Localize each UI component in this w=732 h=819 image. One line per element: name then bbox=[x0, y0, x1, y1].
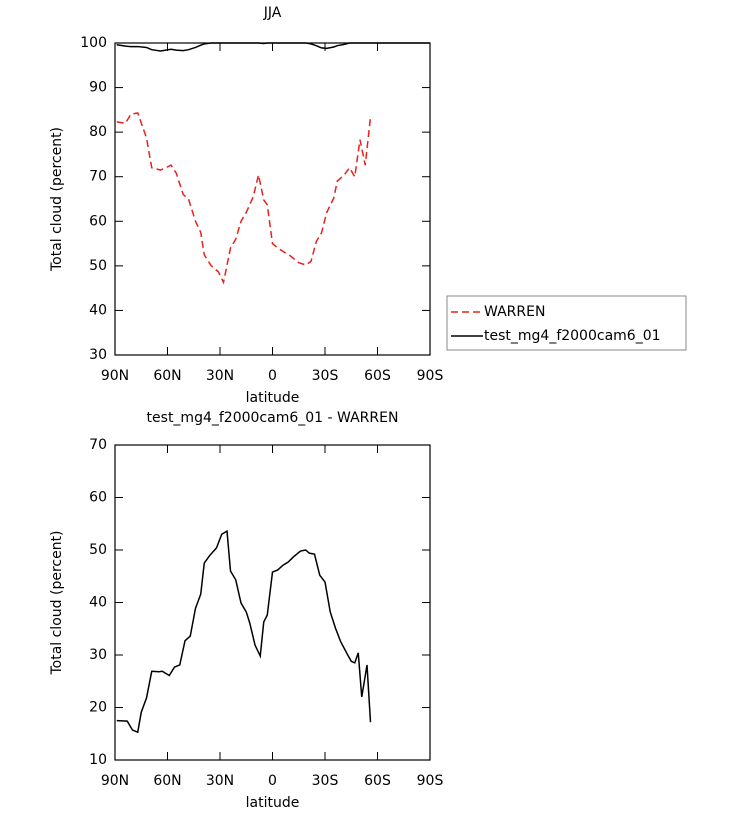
x-axis-label: latitude bbox=[246, 795, 300, 811]
legend-box bbox=[446, 295, 687, 351]
x-tick-label: 90N bbox=[101, 368, 129, 384]
chart-title: test_mg4_f2000cam6_01 - WARREN bbox=[147, 410, 399, 426]
x-tick-label: 60N bbox=[153, 368, 181, 384]
y-tick-label: 60 bbox=[89, 490, 107, 506]
y-tick-label: 90 bbox=[89, 80, 107, 96]
x-tick-label: 90S bbox=[417, 773, 444, 789]
plot-frame bbox=[114, 444, 431, 761]
x-tick-label: 90N bbox=[101, 773, 129, 789]
y-tick-label: 40 bbox=[89, 302, 107, 318]
x-tick-label: 60S bbox=[364, 773, 391, 789]
y-axis-label: Total cloud (percent) bbox=[49, 127, 65, 272]
legend-label: test_mg4_f2000cam6_01 bbox=[484, 328, 661, 344]
y-tick-label: 50 bbox=[89, 258, 107, 274]
data-line bbox=[116, 112, 372, 285]
y-tick-label: 100 bbox=[80, 35, 107, 51]
x-tick-label: 90S bbox=[417, 368, 444, 384]
y-tick-label: 40 bbox=[89, 595, 107, 611]
y-tick-label: 10 bbox=[89, 752, 107, 768]
x-tick-label: 30S bbox=[312, 773, 339, 789]
y-tick-label: 70 bbox=[89, 169, 107, 185]
data-line bbox=[116, 42, 430, 52]
y-tick-label: 80 bbox=[89, 124, 107, 140]
y-tick-label: 50 bbox=[89, 542, 107, 558]
x-tick-label: 0 bbox=[268, 368, 277, 384]
x-tick-label: 30N bbox=[206, 368, 234, 384]
x-tick-label: 30N bbox=[206, 773, 234, 789]
x-tick-label: 60S bbox=[364, 368, 391, 384]
legend-label: WARREN bbox=[484, 304, 545, 320]
y-tick-label: 30 bbox=[89, 647, 107, 663]
x-tick-label: 30S bbox=[312, 368, 339, 384]
chart-title: JJA bbox=[263, 5, 282, 21]
x-tick-label: 60N bbox=[153, 773, 181, 789]
y-tick-label: 20 bbox=[89, 700, 107, 716]
x-tick-label: 0 bbox=[268, 773, 277, 789]
data-line bbox=[116, 529, 372, 734]
plot-frame bbox=[114, 42, 431, 356]
y-tick-label: 30 bbox=[89, 347, 107, 363]
x-axis-label: latitude bbox=[246, 390, 300, 406]
y-tick-label: 70 bbox=[89, 437, 107, 453]
y-tick-label: 60 bbox=[89, 213, 107, 229]
y-axis-label: Total cloud (percent) bbox=[49, 530, 65, 675]
